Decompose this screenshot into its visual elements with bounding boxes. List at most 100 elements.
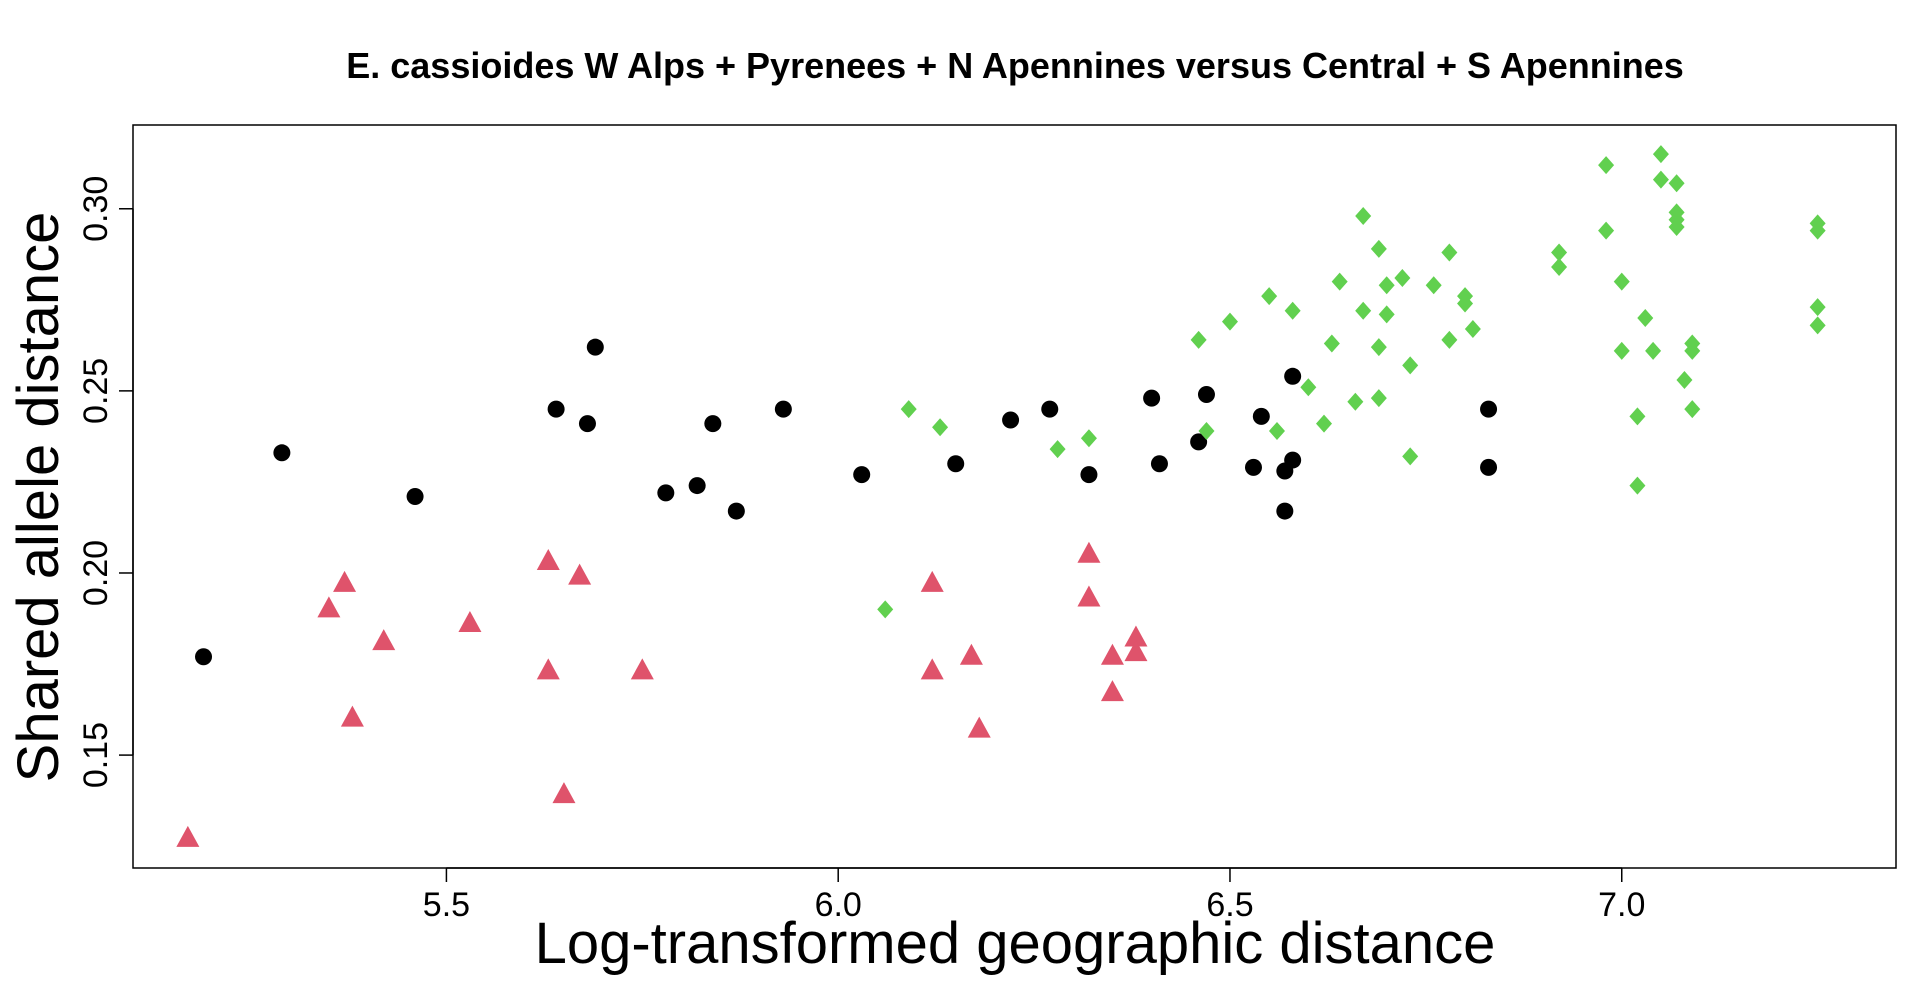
data-point-diamond bbox=[1652, 145, 1669, 164]
data-point-triangle bbox=[967, 716, 991, 738]
data-point-diamond bbox=[1198, 421, 1215, 440]
data-point-diamond bbox=[1684, 400, 1701, 419]
data-point-diamond bbox=[1684, 334, 1701, 353]
data-point-circle bbox=[1284, 367, 1302, 385]
data-point-triangle bbox=[1124, 625, 1148, 647]
data-point-circle bbox=[657, 484, 675, 502]
data-point-circle bbox=[704, 415, 722, 433]
data-point-diamond bbox=[1347, 392, 1364, 411]
data-point-diamond bbox=[1629, 476, 1646, 495]
data-point-diamond bbox=[1378, 305, 1395, 324]
plot-frame bbox=[132, 124, 1897, 869]
data-point-diamond bbox=[1637, 309, 1654, 328]
data-point-circle bbox=[1284, 451, 1302, 469]
data-point-diamond bbox=[1331, 272, 1348, 291]
data-point-diamond bbox=[1613, 341, 1630, 360]
data-point-circle bbox=[853, 466, 871, 484]
data-point-diamond bbox=[1809, 316, 1826, 335]
data-point-circle bbox=[727, 502, 745, 520]
y-axis: 0.15 0.20 0.25 0.30 bbox=[77, 176, 134, 788]
data-point-diamond bbox=[877, 600, 894, 619]
x-axis-label: Log-transformed geographic distance bbox=[535, 911, 1496, 976]
x-tick-label: 7.0 bbox=[1598, 886, 1645, 924]
data-point-triangle bbox=[552, 782, 576, 804]
data-point-diamond bbox=[1355, 301, 1372, 320]
data-point-diamond bbox=[1551, 243, 1568, 262]
data-point-circle bbox=[1480, 458, 1498, 476]
data-point-diamond bbox=[1668, 217, 1685, 236]
data-point-diamond bbox=[1645, 341, 1662, 360]
data-point-diamond bbox=[1668, 174, 1685, 193]
data-point-diamond bbox=[1370, 338, 1387, 357]
data-point-diamond bbox=[1370, 389, 1387, 408]
data-point-circle bbox=[1244, 458, 1262, 476]
data-point-diamond bbox=[1464, 319, 1481, 338]
data-point-triangle bbox=[1077, 585, 1101, 607]
data-point-diamond bbox=[1598, 156, 1615, 175]
data-point-diamond bbox=[1355, 207, 1372, 226]
data-point-diamond bbox=[1284, 301, 1301, 320]
data-point-circle bbox=[406, 488, 424, 505]
data-point-triangle bbox=[920, 658, 944, 680]
data-point-triangle bbox=[1124, 640, 1148, 662]
data-point-diamond bbox=[1457, 294, 1474, 313]
data-point-circle bbox=[1080, 466, 1098, 484]
data-point-circle bbox=[1252, 407, 1270, 425]
data-point-circle bbox=[586, 338, 604, 356]
data-point-circle bbox=[1197, 386, 1215, 404]
data-point-circle bbox=[578, 415, 596, 433]
x-tick-label: 6.5 bbox=[1206, 886, 1253, 924]
data-point-circle bbox=[1190, 433, 1208, 451]
data-point-triangle bbox=[920, 570, 944, 592]
data-point-circle bbox=[947, 455, 965, 473]
data-point-diamond bbox=[1370, 239, 1387, 258]
data-point-diamond bbox=[1378, 276, 1395, 295]
data-point-diamond bbox=[1049, 440, 1066, 459]
data-point-diamond bbox=[1676, 370, 1693, 389]
y-tick-label: 0.25 bbox=[77, 358, 115, 424]
data-point-diamond bbox=[900, 400, 917, 419]
data-point-diamond bbox=[1441, 330, 1458, 349]
data-point-diamond bbox=[1402, 356, 1419, 375]
data-point-triangle bbox=[536, 658, 560, 680]
x-axis: 5.5 6.0 6.5 7.0 bbox=[423, 867, 1645, 924]
x-tick-label: 5.5 bbox=[423, 886, 470, 924]
data-point-triangle bbox=[458, 610, 482, 632]
data-point-circle bbox=[1041, 400, 1059, 418]
data-point-diamond bbox=[1809, 298, 1826, 317]
data-point-circle bbox=[273, 444, 291, 462]
data-point-circle bbox=[774, 400, 792, 418]
data-point-diamond bbox=[1316, 414, 1333, 433]
y-tick-label: 0.15 bbox=[77, 722, 115, 788]
data-point-diamond bbox=[1323, 334, 1340, 353]
data-point-triangle bbox=[536, 549, 560, 571]
data-point-diamond bbox=[1080, 429, 1097, 448]
data-point-circle bbox=[688, 477, 706, 495]
x-tick-label: 6.0 bbox=[815, 886, 862, 924]
data-point-circle bbox=[1480, 400, 1498, 418]
data-point-diamond bbox=[1598, 221, 1615, 240]
data-point-circle bbox=[195, 648, 213, 666]
data-point-diamond bbox=[932, 418, 949, 437]
data-point-diamond bbox=[1221, 312, 1238, 331]
data-point-diamond bbox=[1402, 447, 1419, 466]
data-point-diamond bbox=[1300, 378, 1317, 397]
data-point-triangle bbox=[630, 658, 654, 680]
data-point-diamond bbox=[1629, 407, 1646, 426]
data-point-diamond bbox=[1268, 421, 1285, 440]
data-point-diamond bbox=[1551, 258, 1568, 277]
data-point-triangle bbox=[340, 705, 364, 727]
data-point-triangle bbox=[176, 825, 200, 847]
data-point-diamond bbox=[1613, 272, 1630, 291]
data-point-circle bbox=[1150, 455, 1168, 473]
data-point-circle bbox=[1276, 502, 1294, 520]
data-point-diamond bbox=[1652, 170, 1669, 189]
data-point-triangle bbox=[333, 570, 357, 592]
y-tick-label: 0.30 bbox=[77, 176, 115, 242]
data-point-triangle bbox=[1100, 643, 1124, 665]
data-points bbox=[176, 145, 1826, 847]
data-point-diamond bbox=[1809, 221, 1826, 240]
data-point-triangle bbox=[568, 563, 592, 585]
